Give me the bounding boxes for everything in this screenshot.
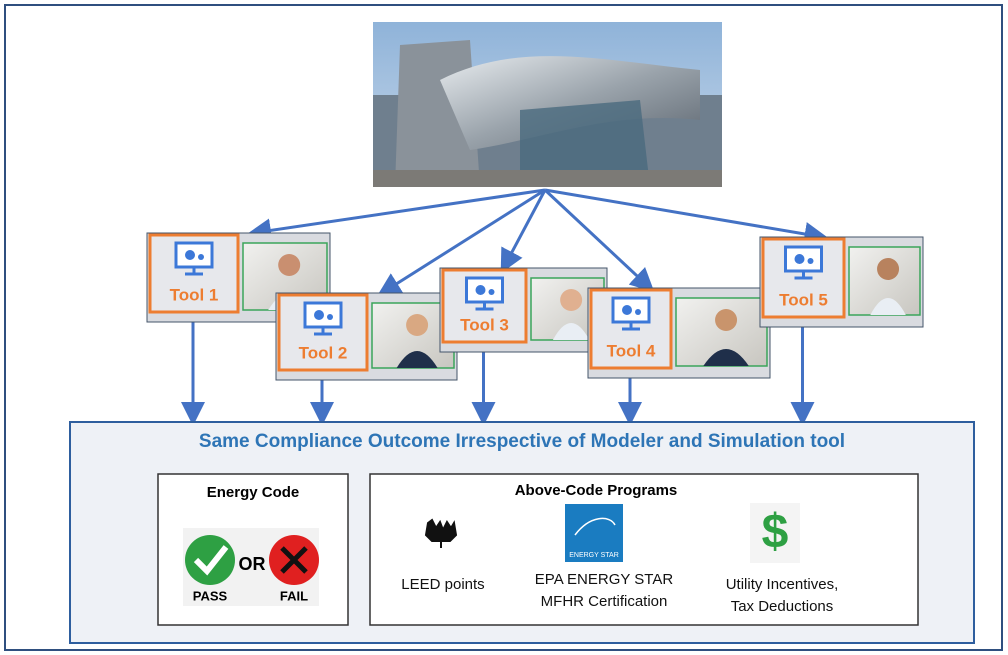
tool-label: Tool 2 xyxy=(299,343,348,362)
gear-icon xyxy=(635,309,641,315)
gear-icon xyxy=(314,310,324,320)
gear-icon xyxy=(795,254,805,264)
program-label: MFHR Certification xyxy=(541,593,668,610)
energy-star-logo-text: ENERGY STAR xyxy=(569,552,619,559)
or-label: OR xyxy=(239,554,266,574)
gear-icon xyxy=(327,314,333,320)
above-code-title: Above-Code Programs xyxy=(515,482,678,499)
tool: Tool 4 xyxy=(588,288,770,378)
tool-label: Tool 4 xyxy=(607,341,656,360)
gear-icon xyxy=(198,254,204,260)
tool-label: Tool 3 xyxy=(460,315,509,334)
tool: Tool 3 xyxy=(440,268,607,352)
person-head xyxy=(406,314,428,336)
fail-label: FAIL xyxy=(280,588,308,603)
gear-icon xyxy=(808,258,814,264)
person-head xyxy=(560,289,582,311)
program-label: EPA ENERGY STAR xyxy=(535,571,674,588)
tool-label: Tool 5 xyxy=(779,290,828,309)
person-head xyxy=(877,258,899,280)
program-label: Tax Deductions xyxy=(731,598,834,615)
energy-code-title: Energy Code xyxy=(207,484,300,501)
pass-label: PASS xyxy=(193,588,228,603)
diagram: Tool 1 Tool 2 Tool 3 Tool 4 Tool 5 Same Comp… xyxy=(0,0,1008,655)
gear-icon xyxy=(476,285,486,295)
tool: Tool 5 xyxy=(760,237,923,327)
pass-fail-icon: OR PASS FAIL xyxy=(183,528,319,606)
program-label: LEED points xyxy=(401,576,484,593)
tool-label: Tool 1 xyxy=(170,285,219,304)
person-head xyxy=(715,309,737,331)
building-photo xyxy=(373,22,722,187)
dollar-icon: $ xyxy=(762,506,789,559)
person-head xyxy=(278,254,300,276)
gear-icon xyxy=(622,305,632,315)
gear-icon xyxy=(185,250,195,260)
gear-icon xyxy=(489,289,495,295)
tool: Tool 2 xyxy=(276,293,457,380)
program-label: Utility Incentives, xyxy=(726,576,839,593)
outcome-title: Same Compliance Outcome Irrespective of … xyxy=(199,431,845,452)
